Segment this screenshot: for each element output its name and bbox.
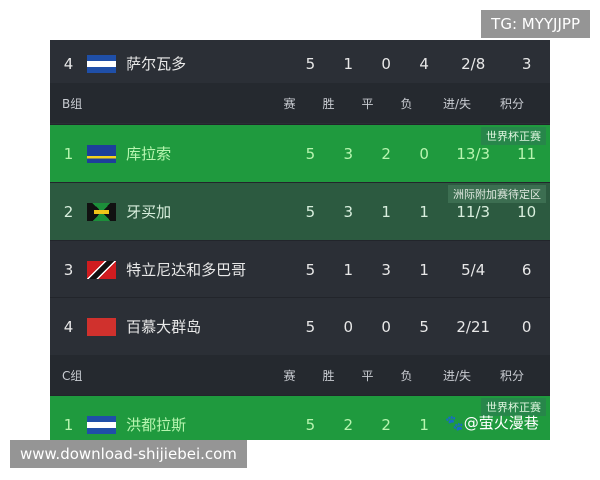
points: 11: [517, 144, 537, 163]
header-draw: 平: [361, 96, 374, 111]
group-label: B组: [62, 96, 83, 111]
goals: 11/3: [456, 202, 491, 221]
goals: 13/3: [456, 144, 491, 163]
header-played: 赛: [283, 368, 296, 383]
group-c-header: C组 赛 胜 平 负 进/失 积分: [50, 355, 550, 395]
draw: 2: [381, 415, 391, 434]
header-lost: 负: [400, 96, 413, 111]
position: 4: [63, 54, 74, 73]
el-salvador-flag-icon: [86, 54, 117, 73]
points: 0: [521, 317, 532, 336]
points: 10: [517, 202, 537, 221]
status-badge: 世界杯正赛: [481, 398, 546, 416]
trinidad-flag-icon: [86, 260, 117, 279]
baidu-watermark: 🐾@萤火漫巷: [445, 412, 539, 433]
position: 2: [63, 202, 74, 221]
header-points: 积分: [499, 368, 524, 383]
won: 2: [343, 415, 354, 434]
draw: 0: [381, 317, 391, 336]
team-name: 萨尔瓦多: [126, 55, 187, 73]
team-name: 牙买加: [126, 203, 172, 221]
goals: 5/4: [461, 260, 486, 279]
header-goals: 进/失: [442, 96, 472, 111]
draw: 1: [381, 202, 391, 221]
position: 4: [63, 317, 74, 336]
header-won: 胜: [322, 96, 335, 111]
position: 3: [63, 260, 74, 279]
points: 3: [521, 54, 532, 73]
site-watermark: www.download-shijiebei.com: [10, 440, 247, 468]
curacao-flag-icon: [86, 144, 117, 163]
table-row: 世界杯正赛 1 库拉索 5 3 2 0 13/3 11: [50, 124, 550, 182]
played: 5: [305, 202, 316, 221]
watermark-text: @萤火漫巷: [463, 414, 539, 432]
lost: 0: [419, 144, 429, 163]
won: 3: [343, 202, 354, 221]
bermuda-flag-icon: [86, 317, 117, 336]
table-row: 洲际附加赛待定区 2 牙买加 5 3 1 1 11/3 10: [50, 182, 550, 240]
won: 1: [343, 54, 354, 73]
group-label: C组: [62, 368, 83, 383]
goals: 2/8: [461, 54, 486, 73]
table-row: 4 萨尔瓦多 5 1 0 4 2/8 3: [50, 40, 550, 92]
status-badge: 世界杯正赛: [481, 127, 546, 145]
honduras-flag-icon: [86, 415, 117, 434]
goals: 2/21: [456, 317, 491, 336]
won: 0: [343, 317, 354, 336]
lost: 1: [419, 415, 429, 434]
paw-icon: 🐾: [445, 414, 464, 432]
standings-table: 4 萨尔瓦多 5 1 0 4 2/8 3 B组 赛 胜 平 负 进/失 积分 世…: [50, 40, 550, 440]
lost: 5: [419, 317, 429, 336]
points: 6: [521, 260, 532, 279]
team-name: 库拉索: [126, 145, 172, 163]
played: 5: [305, 317, 316, 336]
table-row: 4 百慕大群岛 5 0 0 5 2/21 0: [50, 297, 550, 355]
lost: 4: [419, 54, 429, 73]
header-won: 胜: [322, 368, 335, 383]
played: 5: [305, 260, 316, 279]
position: 1: [63, 415, 74, 434]
jamaica-flag-icon: [86, 202, 117, 221]
team-name: 洪都拉斯: [126, 416, 187, 434]
played: 5: [305, 415, 316, 434]
lost: 1: [419, 260, 429, 279]
status-badge: 洲际附加赛待定区: [448, 185, 546, 203]
tg-watermark: TG: MYYJJPP: [481, 10, 590, 38]
group-b-header: B组 赛 胜 平 负 进/失 积分: [50, 83, 550, 123]
won: 3: [343, 144, 354, 163]
draw: 0: [381, 54, 391, 73]
lost: 1: [419, 202, 429, 221]
header-points: 积分: [499, 96, 524, 111]
team-name: 百慕大群岛: [126, 318, 202, 336]
table-row: 世界杯正赛 1 洪都拉斯 5 2 2 1: [50, 395, 550, 440]
team-name: 特立尼达和多巴哥: [126, 261, 247, 279]
position: 1: [63, 144, 74, 163]
won: 1: [343, 260, 354, 279]
header-goals: 进/失: [442, 368, 472, 383]
draw: 3: [381, 260, 391, 279]
header-draw: 平: [361, 368, 374, 383]
table-row: 3 特立尼达和多巴哥 5 1 3 1 5/4 6: [50, 240, 550, 298]
header-lost: 负: [400, 368, 413, 383]
played: 5: [305, 144, 316, 163]
header-played: 赛: [283, 96, 296, 111]
draw: 2: [381, 144, 391, 163]
played: 5: [305, 54, 316, 73]
